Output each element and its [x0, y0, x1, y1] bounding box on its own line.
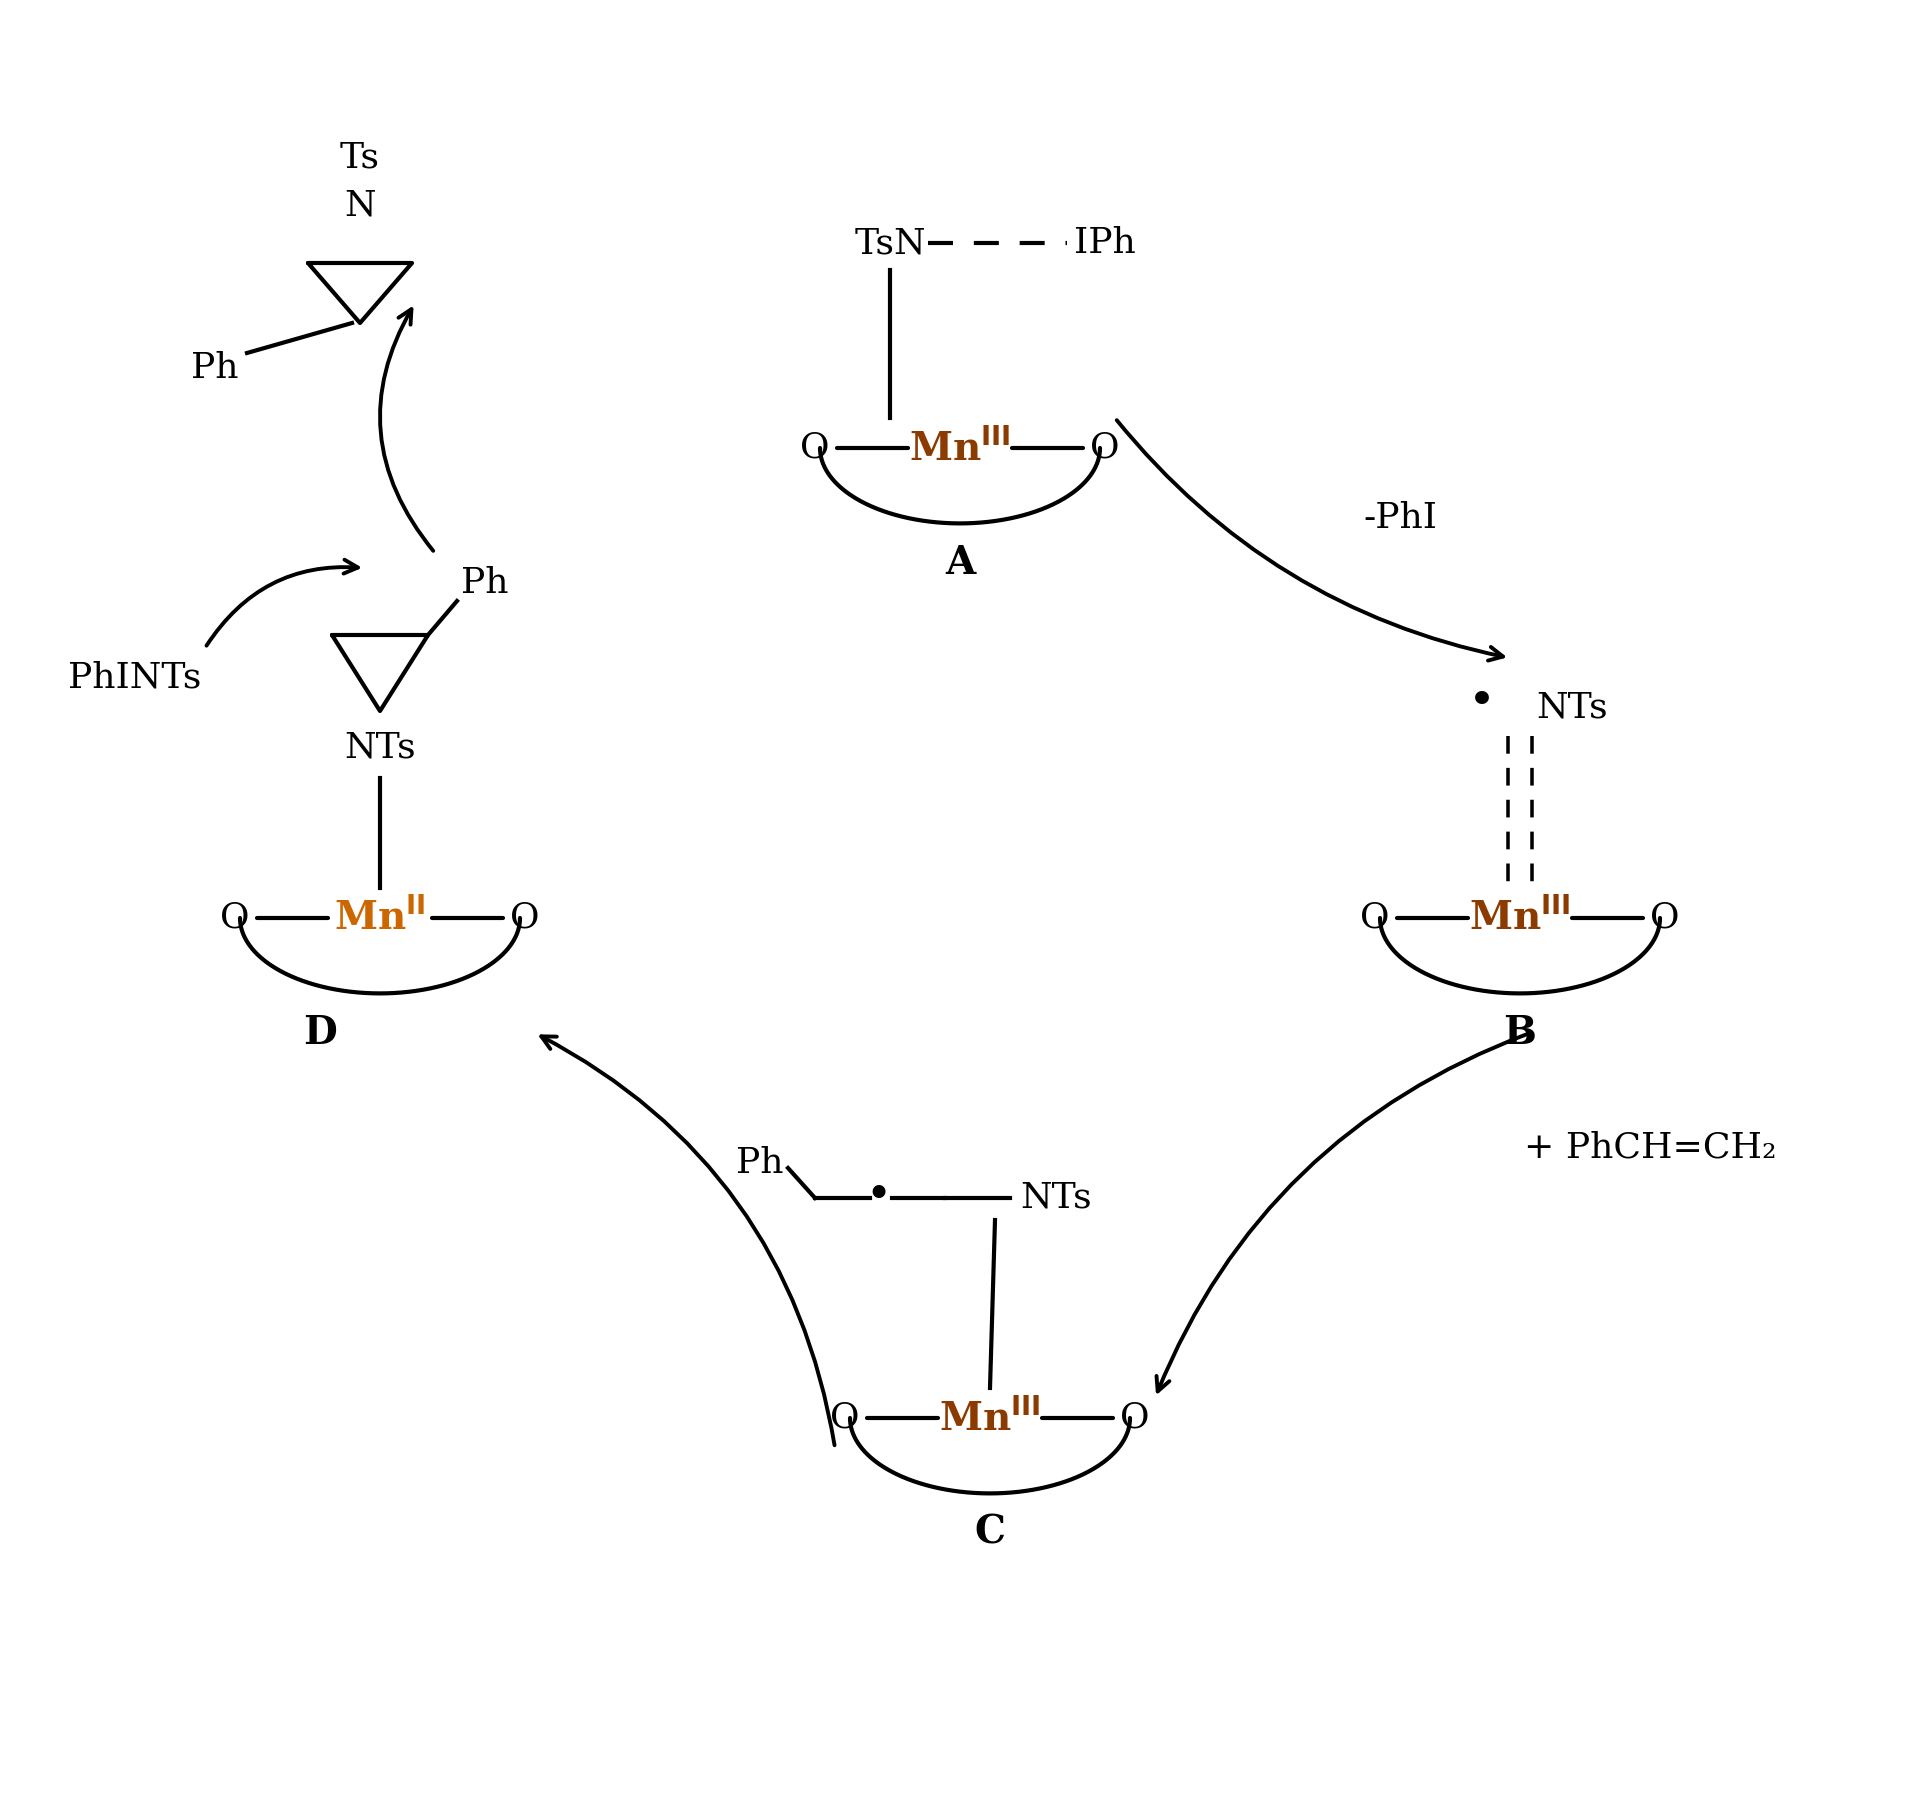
Text: NTs: NTs — [343, 732, 416, 764]
Text: C: C — [974, 1514, 1005, 1552]
Text: PhINTs: PhINTs — [69, 662, 201, 696]
Text: Ts: Ts — [339, 140, 380, 174]
Text: NTs: NTs — [1020, 1181, 1091, 1215]
Text: Mn$^{\mathbf{III}}$: Mn$^{\mathbf{III}}$ — [940, 1399, 1041, 1437]
Text: D: D — [303, 1014, 338, 1052]
Text: Ph: Ph — [737, 1145, 784, 1179]
Text: N: N — [343, 189, 376, 223]
Text: + PhCH=CH₂: + PhCH=CH₂ — [1523, 1131, 1776, 1165]
Text: •: • — [865, 1174, 892, 1217]
Text: Mn$^{\mathbf{III}}$: Mn$^{\mathbf{III}}$ — [909, 428, 1011, 467]
Text: IPh: IPh — [1074, 227, 1135, 261]
Text: O: O — [1649, 901, 1680, 935]
Text: NTs: NTs — [1536, 690, 1607, 725]
Text: O: O — [1089, 432, 1120, 466]
Text: Ph: Ph — [192, 351, 238, 385]
Text: O: O — [221, 901, 249, 935]
Text: -PhI: -PhI — [1364, 502, 1437, 536]
Text: Ph: Ph — [460, 566, 508, 601]
Text: O: O — [830, 1401, 859, 1435]
Text: TsN: TsN — [854, 227, 926, 261]
Text: O: O — [800, 432, 830, 466]
Text: Mn$^{\mathbf{III}}$: Mn$^{\mathbf{III}}$ — [1469, 899, 1571, 937]
Text: Mn$^{\mathbf{II}}$: Mn$^{\mathbf{II}}$ — [334, 899, 426, 937]
Text: O: O — [1360, 901, 1391, 935]
Text: O: O — [510, 901, 539, 935]
Text: O: O — [1120, 1401, 1149, 1435]
Text: •: • — [1467, 680, 1496, 726]
Text: A: A — [946, 545, 974, 583]
Text: B: B — [1504, 1014, 1536, 1052]
